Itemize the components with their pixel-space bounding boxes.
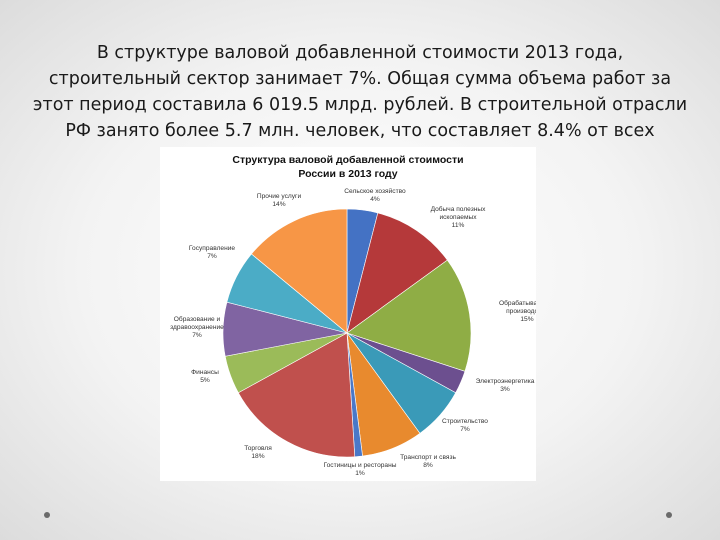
pie-slice [251,208,348,334]
pie-slice [237,332,356,458]
slice-percent-label: 1% [355,470,365,477]
slice-label: Электроэнергетика 3% [476,378,535,393]
chart-title-line: Структура валовой добавленной стоимости [232,154,464,166]
caption-line: РФ занято более 5.7 млн. человек, что со… [65,121,655,141]
caption-line: В структуре валовой добавленной стоимост… [96,43,624,63]
slice-label: Гостиницы и рестораны 1% [324,462,397,477]
slice-percent-label: 4% [370,196,380,203]
slice-label: Финансы 5% [191,369,219,384]
slice-label: Госуправление 7% [189,245,235,260]
slice-name-label: здравоохранение [170,324,224,331]
slice-label: Транспорт и связь 8% [400,454,456,469]
slice-percent-label: 18% [251,453,264,460]
caption-line: строительный сектор занимает 7%. Общая с… [48,69,672,89]
slice-name-label: Строительство [442,418,488,425]
next-slide-dot[interactable] [666,512,672,518]
slice-percent-label: 3% [500,386,510,393]
slice-name-label: Госуправление [189,245,235,252]
slice-percent-label: 7% [207,253,217,260]
slice-label: Добыча полезных ископаемых 11% [431,205,487,229]
slice-name-label: Финансы [191,369,219,376]
slice-label: Обрабатывающиепроизводства15% [499,299,536,323]
slice-label: Образование и здравоохранение 7% [170,315,224,339]
slice-name-label: Гостиницы и рестораны [324,462,397,469]
slice-label: Сельское хозяйство 4% [344,187,406,203]
chart-title: Структура валовой добавленной стоимости … [160,153,536,181]
slice-name-label: Прочие услуги [257,193,302,200]
slice-name-label: Электроэнергетика [476,378,535,385]
slice-percent-label: 7% [192,332,202,339]
slice-label: Прочие услуги 14% [257,193,302,208]
slice-name-label: Обрабатывающие [499,299,536,307]
prev-slide-dot[interactable] [44,512,50,518]
slice-label: Торговля 18% [244,445,272,460]
chart-title-line: России в 2013 году [298,168,398,180]
slice-name-label: Сельское хозяйство [344,187,406,195]
pie-chart: Сельское хозяйство 4% Добыча полезных ископ… [170,187,536,477]
slice-percent-label: 5% [200,377,210,384]
slide-caption: В структуре валовой добавленной стоимост… [30,40,690,170]
slice-name-label: Образование и [174,315,221,323]
slice-name-label: Торговля [244,445,272,452]
pie-slice [346,212,448,334]
slice-name-label: производства [506,308,536,315]
slice-percent-label: 14% [272,201,285,208]
slice-percent-label: 15% [520,316,533,323]
slice-name-label: Транспорт и связь [400,454,456,461]
slice-name-label: Добыча полезных [431,205,487,213]
pie-chart-card: Сельское хозяйство 4% Добыча полезных ископ… [160,147,536,481]
slice-percent-label: 8% [423,462,433,469]
slice-percent-label: 11% [452,222,465,229]
pie-slice [346,259,472,372]
slice-name-label: ископаемых [439,214,477,221]
slice-label: Строительство 7% [442,418,488,433]
caption-line: этот период составила 6 019.5 млрд. рубл… [32,95,688,115]
slice-percent-label: 7% [460,426,470,433]
